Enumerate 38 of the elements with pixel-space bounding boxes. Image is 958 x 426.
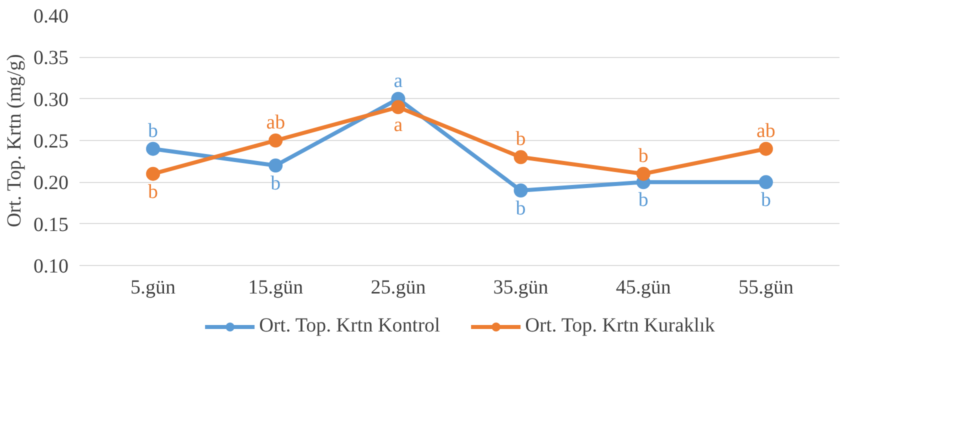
y-tick-label: 0.30 [34, 88, 68, 111]
data-label: ab [756, 120, 776, 142]
data-label: a [394, 70, 403, 92]
point [146, 166, 160, 181]
y-tick-label: 0.10 [34, 256, 68, 278]
x-tick-label: 15.gün [248, 276, 304, 298]
x-tick-label: 5.gün [130, 276, 176, 298]
y-tick-label: 0.25 [34, 130, 68, 152]
point [391, 100, 406, 114]
point [758, 142, 773, 156]
data-label: b [638, 189, 648, 212]
y-tick-label: 0.40 [34, 6, 68, 28]
y-tick-label: 0.35 [34, 47, 68, 70]
x-tick-label: 45.gün [616, 276, 671, 298]
data-label: b [638, 144, 648, 167]
x-tick-label: 35.gün [493, 276, 548, 298]
data-label: b [148, 120, 158, 142]
point [758, 175, 773, 190]
y-tick-label: 0.15 [34, 214, 68, 236]
point [268, 134, 283, 148]
data-label: ab [266, 112, 286, 134]
y-axis-title: Ort. Top. Krtn (mg/g) [4, 54, 26, 228]
data-label: a [394, 114, 403, 136]
point [268, 158, 283, 172]
data-label: b [148, 180, 158, 203]
x-tick-label: 55.gün [738, 276, 794, 298]
point [514, 150, 528, 164]
x-tick-label: 25.gün [370, 276, 426, 298]
data-label: b [760, 189, 771, 212]
data-label: b [516, 128, 526, 150]
y-tick-label: 0.20 [34, 172, 68, 194]
data-label: b [270, 172, 281, 194]
point [514, 184, 528, 198]
point [146, 142, 160, 156]
legend-label: Ort. Top. Krtn Kuraklık [525, 314, 715, 338]
legend-label: Ort. Top. Krtn Kontrol [259, 314, 440, 338]
point [636, 166, 650, 181]
data-label: b [516, 198, 526, 220]
